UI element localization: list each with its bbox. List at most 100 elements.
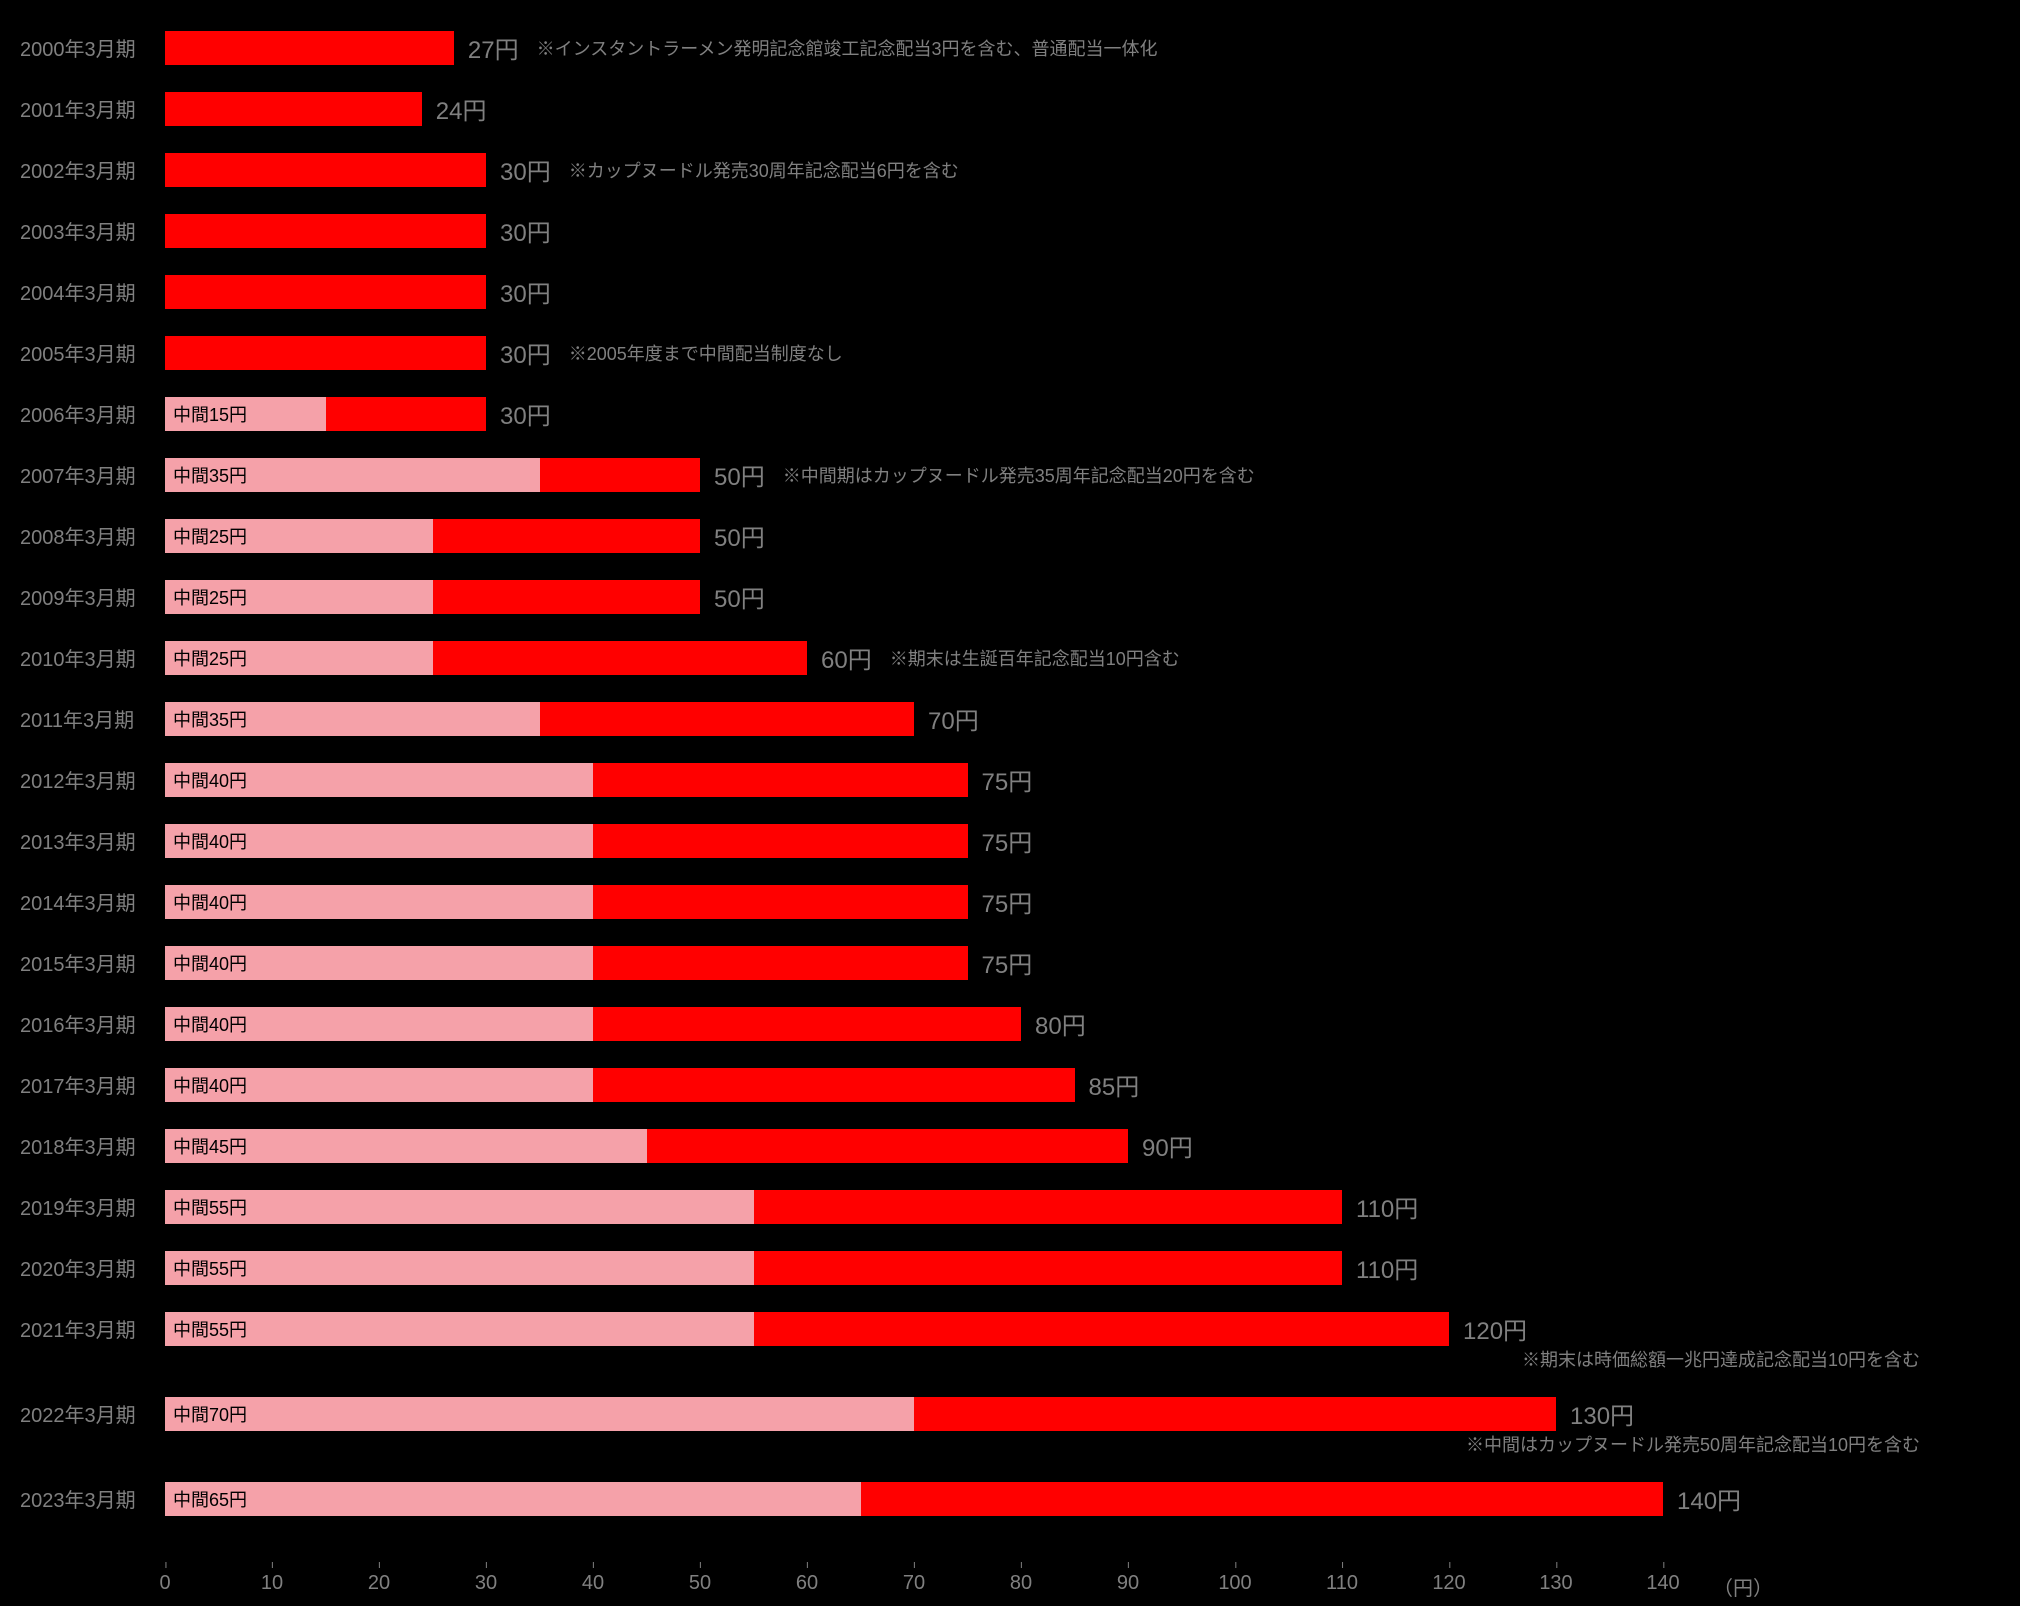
- year-label: 2014年3月期: [20, 887, 165, 916]
- total-label: 30円: [500, 274, 551, 309]
- x-tick: 130: [1539, 1572, 1572, 1595]
- row-note-below: ※期末は時価総額一兆円達成記念配当10円を含む: [1522, 1346, 1920, 1372]
- x-tick: 30: [475, 1572, 497, 1595]
- chart-row: 2008年3月期中間25円50円: [20, 508, 1950, 563]
- total-label: 80円: [1035, 1006, 1086, 1041]
- final-bar: [165, 153, 486, 187]
- total-label: 27円: [468, 30, 519, 65]
- total-label: 90円: [1142, 1128, 1193, 1163]
- chart-row: 2000年3月期27円※インスタントラーメン発明記念館竣工記念配当3円を含む、普…: [20, 20, 1950, 75]
- total-label: 85円: [1089, 1067, 1140, 1102]
- chart-row: 2017年3月期中間40円85円: [20, 1057, 1950, 1112]
- year-label: 2004年3月期: [20, 277, 165, 306]
- final-bar: [754, 1190, 1343, 1224]
- total-label: 75円: [982, 762, 1033, 797]
- final-bar: [754, 1312, 1450, 1346]
- bar-zone: 中間25円50円: [165, 519, 1950, 553]
- x-tick: 100: [1218, 1572, 1251, 1595]
- year-label: 2007年3月期: [20, 460, 165, 489]
- bar-zone: 中間55円120円: [165, 1312, 1950, 1346]
- chart-row: 2003年3月期30円: [20, 203, 1950, 258]
- interim-bar: 中間35円: [165, 458, 540, 492]
- final-bar: [593, 1007, 1021, 1041]
- final-bar: [647, 1129, 1129, 1163]
- year-label: 2002年3月期: [20, 155, 165, 184]
- chart-row: 2001年3月期 24円: [20, 81, 1950, 136]
- final-bar: [914, 1397, 1556, 1431]
- bar-zone: 中間25円 50円: [165, 580, 1950, 614]
- interim-bar: 中間55円: [165, 1312, 754, 1346]
- total-label: 24円: [436, 91, 487, 126]
- bar-zone: 中間15円30円: [165, 397, 1950, 431]
- interim-bar: 中間40円: [165, 824, 593, 858]
- chart-row: 2011年3月期中間35円70円: [20, 691, 1950, 746]
- year-label: 2008年3月期: [20, 521, 165, 550]
- chart-row: 2023年3月期中間65円140円: [20, 1471, 1950, 1526]
- bar-zone: 中間65円140円: [165, 1482, 1950, 1516]
- final-bar: [754, 1251, 1343, 1285]
- year-label: 2013年3月期: [20, 826, 165, 855]
- year-label: 2015年3月期: [20, 948, 165, 977]
- total-label: 50円: [714, 518, 765, 553]
- bar-zone: 中間40円 75円: [165, 885, 1950, 919]
- final-bar: [326, 397, 487, 431]
- total-label: 70円: [928, 701, 979, 736]
- total-label: 30円: [500, 152, 551, 187]
- final-bar: [861, 1482, 1664, 1516]
- interim-bar: 中間40円: [165, 946, 593, 980]
- total-label: 30円: [500, 396, 551, 431]
- x-tick: 140: [1646, 1572, 1679, 1595]
- interim-bar: 中間55円: [165, 1190, 754, 1224]
- bar-zone: 中間35円70円: [165, 702, 1950, 736]
- x-tick: 0: [159, 1572, 170, 1595]
- year-label: 2019年3月期: [20, 1192, 165, 1221]
- x-tick: 80: [1010, 1572, 1032, 1595]
- final-bar: [433, 580, 701, 614]
- chart-row: 2013年3月期中間40円75円: [20, 813, 1950, 868]
- year-label: 2006年3月期: [20, 399, 165, 428]
- interim-bar: 中間25円: [165, 580, 433, 614]
- chart-row: 2007年3月期中間35円50円※中間期はカップヌードル発売35周年記念配当20…: [20, 447, 1950, 502]
- row-note: ※インスタントラーメン発明記念館竣工記念配当3円を含む、普通配当一体化: [537, 35, 1158, 61]
- final-bar: [165, 336, 486, 370]
- total-label: 110円: [1356, 1189, 1418, 1224]
- final-bar: [165, 275, 486, 309]
- year-label: 2001年3月期: [20, 94, 165, 123]
- year-label: 2011年3月期: [20, 704, 165, 733]
- final-bar: [433, 519, 701, 553]
- bar-zone: 27円 ※インスタントラーメン発明記念館竣工記念配当3円を含む、普通配当一体化: [165, 31, 1950, 65]
- year-label: 2005年3月期: [20, 338, 165, 367]
- final-bar: [540, 702, 915, 736]
- final-bar: [593, 946, 968, 980]
- chart-row: 2004年3月期 30円: [20, 264, 1950, 319]
- bar-zone: 中間25円60円※期末は生誕百年記念配当10円含む: [165, 641, 1950, 675]
- final-bar: [165, 31, 454, 65]
- bar-zone: 中間40円85円: [165, 1068, 1950, 1102]
- x-tick: 10: [261, 1572, 283, 1595]
- x-tick: 50: [689, 1572, 711, 1595]
- total-label: 50円: [714, 579, 765, 614]
- final-bar: [165, 214, 486, 248]
- bar-zone: 中間40円75円: [165, 824, 1950, 858]
- bar-zone: 中間40円75円: [165, 763, 1950, 797]
- bar-zone: 中間40円80円: [165, 1007, 1950, 1041]
- year-label: 2018年3月期: [20, 1131, 165, 1160]
- year-label: 2023年3月期: [20, 1484, 165, 1513]
- chart-row: 2006年3月期中間15円30円: [20, 386, 1950, 441]
- row-note: ※中間期はカップヌードル発売35周年記念配当20円を含む: [783, 462, 1255, 488]
- bar-zone: 中間45円90円: [165, 1129, 1950, 1163]
- chart-row: 2018年3月期中間45円90円: [20, 1118, 1950, 1173]
- bar-zone: 中間40円75円: [165, 946, 1950, 980]
- total-label: 30円: [500, 335, 551, 370]
- x-tick: 120: [1432, 1572, 1465, 1595]
- total-label: 60円: [821, 640, 872, 675]
- final-bar: [593, 824, 968, 858]
- bar-zone: 30円: [165, 214, 1950, 248]
- total-label: 140円: [1677, 1481, 1741, 1516]
- chart-row: 2014年3月期中間40円 75円: [20, 874, 1950, 929]
- chart-row: 2020年3月期中間55円110円: [20, 1240, 1950, 1295]
- interim-bar: 中間40円: [165, 885, 593, 919]
- interim-bar: 中間25円: [165, 641, 433, 675]
- total-label: 75円: [982, 884, 1033, 919]
- x-tick: 20: [368, 1572, 390, 1595]
